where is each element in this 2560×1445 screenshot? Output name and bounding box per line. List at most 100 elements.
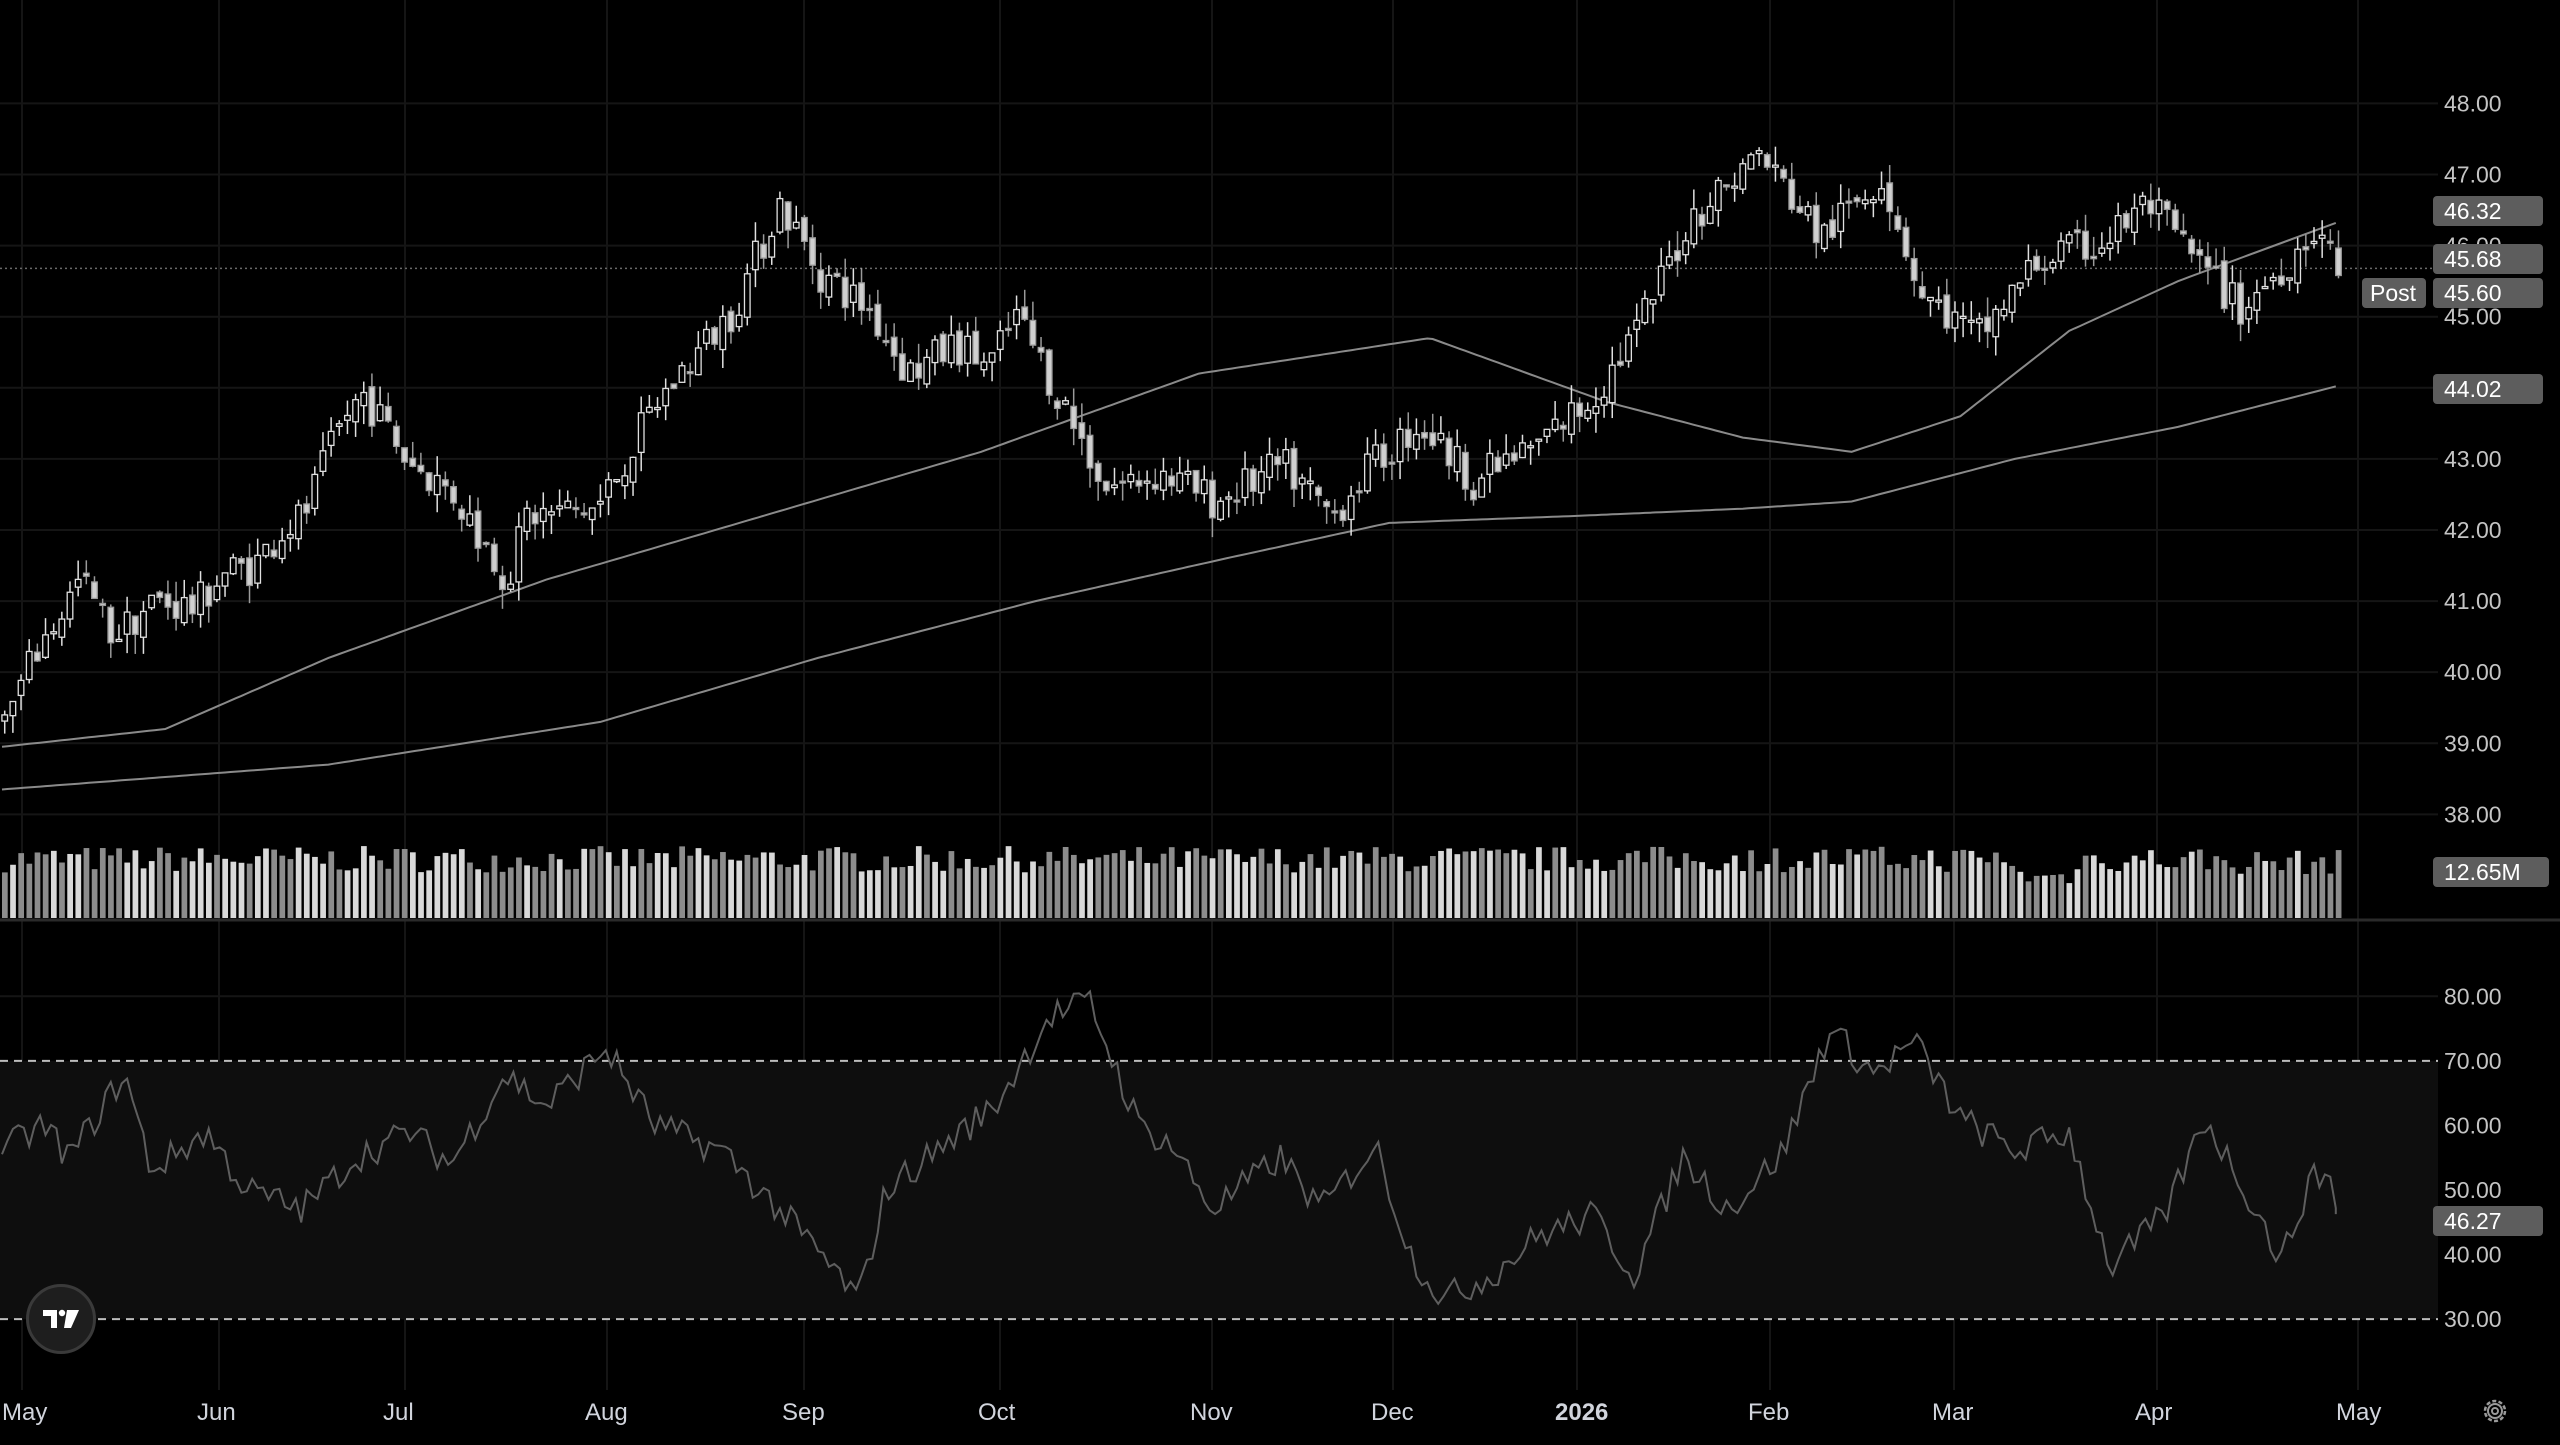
volume-bar (540, 871, 547, 918)
volume-bar (1911, 855, 1918, 918)
volume-bar (1699, 862, 1705, 918)
time-axis-label: 2026 (1555, 1399, 1608, 1426)
candle-body (596, 500, 604, 505)
volume-bar (499, 871, 506, 918)
volume-bar (1274, 849, 1281, 918)
volume-bar (997, 857, 1004, 918)
candle-body (866, 307, 874, 312)
volume-bar (1634, 850, 1640, 918)
candle-body (1992, 308, 2000, 338)
candle-body (1535, 438, 1543, 442)
volume-bar (1829, 864, 1836, 918)
time-axis[interactable]: May Jun Jul Aug Sep Oct Nov Dec 2026 Feb Mar Apr May (2, 1399, 2381, 1426)
volume-bar (165, 853, 171, 918)
volume-bar (287, 859, 294, 918)
candle-body (1380, 443, 1388, 468)
moving-averages (1, 221, 2337, 791)
volume-bar (1103, 854, 1110, 918)
price-axis-tick: 40.00 (2444, 659, 2502, 685)
tradingview-logo-icon[interactable] (26, 1284, 96, 1354)
price-label-text: 44.02 (2444, 376, 2502, 402)
volume-bar (679, 846, 685, 918)
candle-body (1559, 424, 1567, 430)
candle-body (1527, 445, 1535, 449)
volume-bar (2278, 870, 2285, 918)
volume-bar (189, 861, 196, 918)
volume-bar (532, 866, 539, 918)
volume-bar (1487, 850, 1493, 918)
candle-body (2277, 275, 2285, 286)
volume-bar (1209, 858, 1216, 918)
volume-bar (899, 867, 906, 918)
gear-icon[interactable] (2476, 1392, 2514, 1430)
candle-body (1780, 168, 1788, 179)
price-candles (1, 146, 2342, 734)
candle-body (1682, 240, 1690, 256)
volume-bar (1454, 854, 1461, 918)
volume-bar (157, 847, 163, 918)
volume-bar (1650, 846, 1657, 918)
candle-body (295, 504, 302, 540)
volume-bar (1682, 853, 1689, 918)
volume-bar (2009, 865, 2016, 918)
candle-body (409, 457, 417, 467)
volume-bar (2099, 863, 2105, 918)
candle-body (898, 353, 906, 381)
volume-bar (1160, 853, 1167, 918)
candle-body (1771, 164, 1779, 168)
rsi-axis-tick: 60.00 (2444, 1112, 2502, 1138)
volume-bar (2139, 860, 2146, 918)
time-axis-label: May (2, 1399, 47, 1426)
candle-body (523, 507, 531, 533)
candle-body (229, 557, 237, 575)
volume-bar (2123, 862, 2130, 918)
volume-bar (638, 848, 645, 918)
candle-body (2000, 308, 2008, 317)
candle-body (50, 631, 58, 635)
volume-bar (206, 862, 212, 918)
volume-bar (866, 870, 873, 918)
volume-bar (556, 859, 563, 918)
volume-bar (352, 868, 359, 918)
volume-bar (605, 852, 612, 918)
candle-body (972, 330, 980, 365)
candle-body (441, 479, 449, 487)
volume-bar (1168, 847, 1175, 918)
candle-body (74, 578, 82, 588)
candle-body (2171, 209, 2179, 231)
candle-body (1111, 484, 1118, 489)
volume-bar (2303, 873, 2309, 918)
candle-body (792, 221, 800, 229)
volume-bar (1503, 853, 1510, 918)
candle-body (352, 399, 360, 423)
volume-bar (108, 855, 114, 918)
volume-bar (271, 849, 277, 918)
price-axis-tick: 47.00 (2444, 162, 2502, 188)
volume-bar (1087, 859, 1093, 918)
candle-body (188, 594, 196, 615)
candle-body (172, 600, 180, 619)
volume-bar (2311, 861, 2317, 918)
volume-bar (2050, 874, 2056, 918)
volume-bar (1340, 855, 1346, 918)
candle-body (1249, 468, 1257, 492)
post-label-text: Post (2370, 280, 2417, 306)
time-axis-label: Nov (1190, 1399, 1233, 1426)
candle-body (613, 478, 621, 483)
candle-body (213, 585, 221, 601)
candle-body (1355, 490, 1363, 494)
volume-bar (720, 852, 726, 918)
volume-bar (10, 864, 16, 918)
volume-bar (687, 855, 694, 918)
volume-bar (148, 861, 155, 918)
volume-bar (1968, 850, 1975, 918)
volume-bar (1666, 856, 1673, 918)
time-axis-label: Apr (2135, 1399, 2172, 1426)
candle-body (1886, 182, 1894, 213)
candle-body (1600, 396, 1608, 406)
volume-bar (475, 869, 481, 918)
candle-body (392, 425, 400, 447)
candle-body (2016, 282, 2024, 289)
